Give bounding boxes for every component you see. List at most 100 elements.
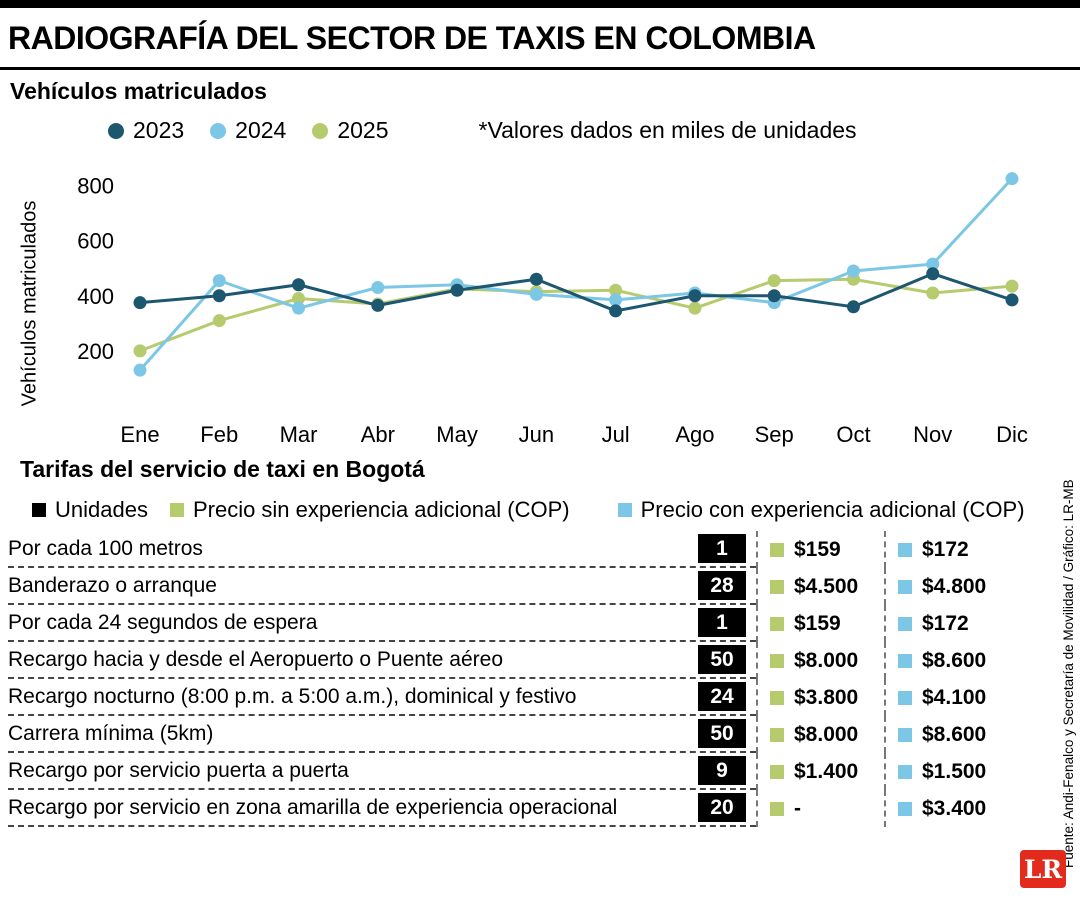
- legend-item-price-with: Precio con experiencia adicional (COP): [617, 497, 1025, 523]
- tariff-units: 50: [698, 719, 746, 748]
- series-point-2023: [292, 278, 306, 292]
- series-point-2024: [133, 363, 147, 377]
- tariff-units: 20: [698, 793, 746, 822]
- tariff-price-without-cell: $159: [756, 531, 884, 568]
- line-chart-canvas: 200 400 600 800 Ene Feb Mar Abr May Jun Jul Ago Sep O…: [77, 172, 1028, 447]
- tariff-price-without: -: [794, 796, 801, 820]
- tariff-price-without-cell: $8.000: [756, 642, 884, 679]
- price-without-square: [770, 690, 784, 705]
- tariffs-title: Tarifas del servicio de taxi en Bogotá: [20, 456, 425, 482]
- tariff-price-without-cell: $4.500: [756, 568, 884, 605]
- tariff-row-main: Recargo hacia y desde el Aeropuerto o Pu…: [8, 642, 756, 679]
- tariff-row-main: Recargo nocturno (8:00 p.m. a 5:00 a.m.)…: [8, 679, 756, 716]
- price-without-square: [770, 616, 784, 631]
- tariff-price-with-cell: $3.400: [884, 790, 1024, 827]
- price-without-square: [770, 764, 784, 779]
- tariff-price-with-cell: $172: [884, 605, 1024, 642]
- x-tick-label: Feb: [200, 422, 238, 447]
- tariff-label: Banderazo o arranque: [8, 573, 217, 597]
- series-point-2024: [292, 301, 306, 315]
- series-point-2023: [371, 298, 385, 312]
- legend-label-units: Unidades: [55, 497, 148, 522]
- tariff-units: 28: [698, 571, 746, 600]
- series-point-2025: [767, 274, 781, 288]
- tariff-price-with: $4.100: [922, 685, 987, 709]
- tariff-price-without: $159: [794, 537, 841, 561]
- tariff-price-without-cell: $3.800: [756, 679, 884, 716]
- series-point-2024: [609, 293, 623, 307]
- tariff-price-without-cell: -: [756, 790, 884, 827]
- vehicles-chart: Vehículos matriculados 200 400 600 800 Ene Fe…: [0, 144, 1080, 452]
- tariff-label: Recargo por servicio en zona amarilla de…: [8, 795, 618, 819]
- series-point-2024: [212, 274, 226, 288]
- legend-label-price-with: Precio con experiencia adicional (COP): [640, 497, 1025, 522]
- price-with-square: [898, 690, 912, 705]
- series-point-2023: [767, 289, 781, 303]
- source-credit: Fuente: Andi-Fenalco y Secretaría de Mov…: [1061, 479, 1076, 868]
- series-line-2023: [139, 272, 1013, 313]
- y-tick-label: 400: [77, 284, 114, 309]
- x-tick-label: Ago: [675, 422, 714, 447]
- tariff-row-main: Recargo por servicio puerta a puerta 9: [8, 753, 756, 790]
- chart-note: *Valores dados en miles de unidades: [478, 117, 857, 143]
- series-point-2025: [292, 292, 306, 306]
- series-point-2023: [212, 289, 226, 303]
- series-point-2023: [846, 300, 860, 314]
- top-rule: [0, 0, 1080, 8]
- series-point-2023: [688, 289, 702, 303]
- tariff-price-with-cell: $4.800: [884, 568, 1024, 605]
- tariff-row-main: Banderazo o arranque 28: [8, 568, 756, 605]
- tariff-label: Carrera mínima (5km): [8, 721, 214, 745]
- tariff-price-with: $1.500: [922, 759, 987, 783]
- x-tick-label: Mar: [280, 422, 318, 447]
- price-with-square: [898, 579, 912, 594]
- tariff-price-without: $8.000: [794, 648, 859, 672]
- legend-dot-2023: [108, 122, 124, 139]
- tariff-units: 1: [698, 608, 746, 637]
- series-point-2023: [609, 304, 623, 318]
- price-without-square: [770, 542, 784, 557]
- tariff-price-without-cell: $8.000: [756, 716, 884, 753]
- tariff-units: 50: [698, 645, 746, 674]
- tariff-price-without-cell: $159: [756, 605, 884, 642]
- tariff-price-without: $3.800: [794, 685, 859, 709]
- series-point-2023: [450, 283, 464, 297]
- chart-legend: 2023 2024 2025 *Valores dados en miles d…: [108, 117, 1080, 144]
- tariff-units: 1: [698, 534, 746, 563]
- tariff-row-main: Recargo por servicio en zona amarilla de…: [8, 790, 756, 827]
- table-row: Recargo nocturno (8:00 p.m. a 5:00 a.m.)…: [8, 679, 1024, 716]
- legend-label-2023: 2023: [133, 117, 185, 143]
- legend-square-price-without: [169, 503, 184, 517]
- legend-item-2025: 2025: [312, 117, 389, 144]
- tariff-table: Por cada 100 metros 1 $159 $172 Banderaz…: [8, 531, 1024, 827]
- tariff-price-with: $4.800: [922, 574, 987, 598]
- lr-logo: LR: [1020, 850, 1066, 888]
- tariffs-legend: Unidades Precio sin experiencia adiciona…: [32, 497, 1080, 523]
- tariff-price-with-cell: $1.500: [884, 753, 1024, 790]
- y-tick-label: 600: [77, 229, 114, 254]
- tariff-price-without-cell: $1.400: [756, 753, 884, 790]
- series-point-2023: [926, 267, 940, 281]
- tariff-row-main: Carrera mínima (5km) 50: [8, 716, 756, 753]
- tariff-row-main: Por cada 24 segundos de espera 1: [8, 605, 756, 642]
- chart-title: Vehículos matriculados: [10, 78, 267, 104]
- legend-label-2024: 2024: [235, 117, 287, 143]
- tariff-price-with: $172: [922, 611, 969, 635]
- table-row: Por cada 100 metros 1 $159 $172: [8, 531, 1024, 568]
- price-without-square: [770, 801, 784, 816]
- price-with-square: [898, 542, 912, 557]
- tariff-label: Recargo por servicio puerta a puerta: [8, 758, 349, 782]
- series-point-2025: [926, 286, 940, 300]
- series-point-2023: [1005, 293, 1019, 307]
- price-with-square: [898, 616, 912, 631]
- tariff-price-without: $1.400: [794, 759, 859, 783]
- series-point-2024: [926, 257, 940, 271]
- tariff-label: Recargo nocturno (8:00 p.m. a 5:00 a.m.)…: [8, 684, 577, 708]
- series-point-2024: [529, 287, 543, 301]
- price-with-square: [898, 653, 912, 668]
- legend-label-price-without: Precio sin experiencia adicional (COP): [192, 497, 570, 522]
- price-without-square: [770, 727, 784, 742]
- legend-item-units: Unidades: [32, 497, 148, 523]
- x-tick-label: Jul: [602, 422, 630, 447]
- x-tick-label: Dic: [996, 422, 1028, 447]
